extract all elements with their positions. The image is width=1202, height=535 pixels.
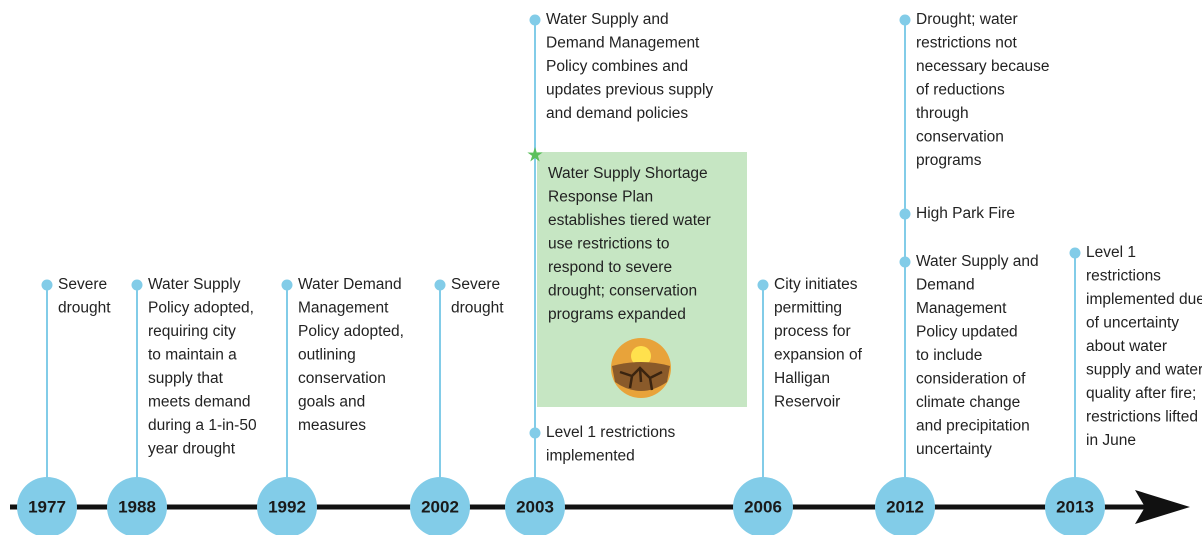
- event-text: Water Supply and: [546, 11, 669, 28]
- event-text: quality after fire;: [1086, 385, 1196, 402]
- event-text: Demand: [916, 277, 975, 294]
- event-text: of uncertainty: [1086, 315, 1179, 332]
- event-text: drought: [58, 300, 111, 317]
- event-text: consideration of: [916, 371, 1026, 388]
- event-text: Level 1 restrictions: [546, 424, 675, 441]
- year-label: 1977: [28, 497, 66, 516]
- event-text: Reservoir: [774, 394, 840, 411]
- event-dot: [529, 427, 541, 439]
- event-text: process for: [774, 323, 851, 340]
- event-text: measures: [298, 417, 366, 434]
- year-circle: [410, 477, 470, 535]
- event-text: of reductions: [916, 82, 1005, 99]
- event-dot: [757, 279, 769, 291]
- year-circle: [875, 477, 935, 535]
- star: [527, 147, 543, 162]
- event-text: Demand Management: [546, 35, 700, 52]
- event-dot: [131, 279, 143, 291]
- drought-icon: [611, 338, 671, 398]
- event-text: conservation: [916, 129, 1004, 146]
- event-text: respond to severe: [548, 259, 672, 276]
- event-text: City initiates: [774, 276, 858, 293]
- event-text: supply that: [148, 370, 224, 387]
- event-text: about water: [1086, 338, 1167, 355]
- event-text: Level 1: [1086, 244, 1136, 261]
- event-text: drought: [451, 300, 504, 317]
- event-text: implemented due: [1086, 291, 1202, 308]
- event-text: uncertainty: [916, 441, 992, 458]
- year-label: 2006: [744, 497, 782, 516]
- event-text: meets demand: [148, 394, 251, 411]
- year-label: 2003: [516, 497, 554, 516]
- event-text: during a 1-in-50: [148, 417, 257, 434]
- event-text: implemented: [546, 448, 635, 465]
- event-dot: [41, 279, 53, 291]
- event-text: Severe: [58, 276, 107, 293]
- event-text: Response Plan: [548, 189, 653, 206]
- event-text: necessary because: [916, 58, 1050, 75]
- year-label: 1988: [118, 497, 156, 516]
- event-dot: [899, 14, 911, 26]
- event-dot: [529, 14, 541, 26]
- year-circle: [257, 477, 317, 535]
- event-dot: [1069, 247, 1081, 259]
- arrow-head: [1135, 490, 1190, 524]
- event-text: Halligan: [774, 370, 830, 387]
- year-label: 1992: [268, 497, 306, 516]
- year-circle: [505, 477, 565, 535]
- event-text: High Park Fire: [916, 205, 1015, 222]
- event-text: and demand policies: [546, 105, 688, 122]
- year-label: 2012: [886, 497, 924, 516]
- event-text: Drought; water: [916, 11, 1018, 28]
- event-dot: [899, 208, 911, 220]
- event-text: updates previous supply: [546, 82, 713, 99]
- event-text: Policy combines and: [546, 58, 688, 75]
- event-text: programs: [916, 152, 982, 169]
- event-text: Water Supply Shortage: [548, 165, 708, 182]
- event-text: in June: [1086, 432, 1136, 449]
- event-text: Water Supply and: [916, 253, 1039, 270]
- event-text: establishes tiered water: [548, 212, 711, 229]
- event-dot: [434, 279, 446, 291]
- event-text: year drought: [148, 441, 236, 458]
- event-text: Policy adopted,: [298, 323, 404, 340]
- event-text: supply and water: [1086, 362, 1202, 379]
- year-circle: [733, 477, 793, 535]
- event-dot: [899, 256, 911, 268]
- event-text: restrictions lifted: [1086, 409, 1198, 426]
- event-text: permitting: [774, 300, 842, 317]
- event-text: through: [916, 105, 969, 122]
- event-text: Water Supply: [148, 276, 241, 293]
- event-text: Management: [298, 300, 389, 317]
- event-text: and precipitation: [916, 418, 1030, 435]
- event-text: programs expanded: [548, 306, 686, 323]
- event-text: restrictions not: [916, 35, 1017, 52]
- event-text: Water Demand: [298, 276, 402, 293]
- event-text: Policy updated: [916, 324, 1018, 341]
- event-text: Policy adopted,: [148, 300, 254, 317]
- year-label: 2002: [421, 497, 459, 516]
- event-text: requiring city: [148, 323, 236, 340]
- event-dot: [281, 279, 293, 291]
- event-text: outlining: [298, 347, 356, 364]
- event-text: expansion of: [774, 347, 863, 364]
- event-text: to maintain a: [148, 347, 237, 364]
- event-text: Management: [916, 300, 1007, 317]
- year-circle: [17, 477, 77, 535]
- year-label: 2013: [1056, 497, 1094, 516]
- event-text: climate change: [916, 394, 1020, 411]
- event-text: restrictions: [1086, 268, 1161, 285]
- event-text: Severe: [451, 276, 500, 293]
- event-text: conservation: [298, 370, 386, 387]
- year-circle: [1045, 477, 1105, 535]
- event-text: drought; conservation: [548, 283, 697, 300]
- event-text: to include: [916, 347, 982, 364]
- event-text: use restrictions to: [548, 236, 669, 253]
- event-text: goals and: [298, 394, 365, 411]
- year-circle: [107, 477, 167, 535]
